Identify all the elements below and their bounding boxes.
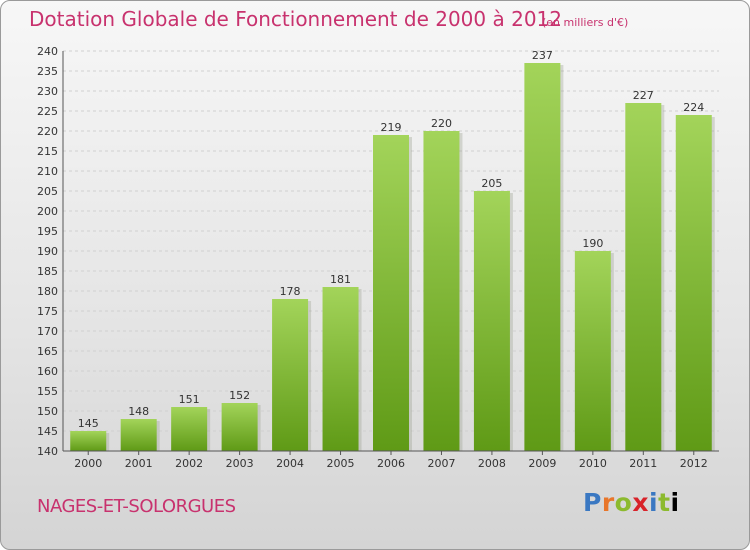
x-tick-label: 2010 <box>579 457 607 470</box>
y-tick-label: 160 <box>37 365 58 378</box>
chart-title: Dotation Globale de Fonctionnement de 20… <box>29 7 562 31</box>
logo-letter: r <box>601 488 615 517</box>
y-tick-label: 215 <box>37 145 58 158</box>
x-tick-label: 2008 <box>478 457 506 470</box>
x-tick-label: 2003 <box>226 457 254 470</box>
y-tick-label: 195 <box>37 225 58 238</box>
data-label: 181 <box>330 273 351 286</box>
x-tick-label: 2005 <box>327 457 355 470</box>
y-tick-label: 235 <box>37 65 58 78</box>
bar-2005 <box>322 287 359 451</box>
unit-note: (en milliers d'€) <box>542 16 629 29</box>
logo-letter: t <box>658 488 671 517</box>
data-label: 224 <box>683 101 704 114</box>
y-tick-label: 175 <box>37 305 58 318</box>
logo-letter: i <box>649 488 659 517</box>
x-tick-label: 2009 <box>528 457 556 470</box>
data-label: 152 <box>229 389 250 402</box>
bar-2001 <box>120 419 157 451</box>
data-label: 178 <box>280 285 301 298</box>
x-tick-label: 2000 <box>74 457 102 470</box>
y-tick-label: 210 <box>37 165 58 178</box>
x-tick-label: 2002 <box>175 457 203 470</box>
x-tick-label: 2011 <box>629 457 657 470</box>
y-tick-label: 170 <box>37 325 58 338</box>
x-tick-label: 2012 <box>680 457 708 470</box>
y-tick-label: 225 <box>37 105 58 118</box>
bar-2004 <box>272 299 309 451</box>
data-label: 205 <box>481 177 502 190</box>
data-label: 190 <box>582 237 603 250</box>
y-tick-label: 150 <box>37 405 58 418</box>
y-tick-label: 180 <box>37 285 58 298</box>
logo-letter: P <box>583 488 602 517</box>
y-tick-label: 145 <box>37 425 58 438</box>
bar-2003 <box>221 403 258 451</box>
bar-2006 <box>373 135 409 451</box>
bar-2000 <box>70 431 107 451</box>
x-tick-label: 2006 <box>377 457 405 470</box>
data-label: 219 <box>381 121 402 134</box>
y-tick-label: 140 <box>37 445 58 458</box>
bar-2011 <box>625 103 662 451</box>
bar-2002 <box>171 407 208 451</box>
y-tick-label: 200 <box>37 205 58 218</box>
bar-2009 <box>524 63 561 451</box>
logo-letter: i <box>670 488 680 517</box>
logo-letter: o <box>614 488 633 517</box>
y-tick-label: 165 <box>37 345 58 358</box>
data-label: 220 <box>431 117 452 130</box>
data-label: 237 <box>532 49 553 62</box>
data-label: 145 <box>78 417 99 430</box>
data-label: 151 <box>179 393 200 406</box>
y-tick-label: 205 <box>37 185 58 198</box>
proxiti-logo: Proxiti <box>583 488 680 517</box>
data-label: 148 <box>128 405 149 418</box>
y-tick-label: 240 <box>37 45 58 58</box>
y-tick-label: 230 <box>37 85 58 98</box>
y-tick-label: 155 <box>37 385 58 398</box>
x-tick-label: 2001 <box>125 457 153 470</box>
bar-2007 <box>423 131 460 451</box>
bar-2008 <box>473 191 510 451</box>
x-tick-label: 2004 <box>276 457 304 470</box>
x-tick-label: 2007 <box>427 457 455 470</box>
y-tick-label: 185 <box>37 265 58 278</box>
bar-2010 <box>574 251 611 451</box>
bar-2012 <box>675 115 712 451</box>
commune-name: NAGES-ET-SOLORGUES <box>37 496 236 517</box>
data-label: 227 <box>633 89 654 102</box>
logo-letter: x <box>632 488 649 517</box>
y-tick-label: 190 <box>37 245 58 258</box>
y-tick-label: 220 <box>37 125 58 138</box>
